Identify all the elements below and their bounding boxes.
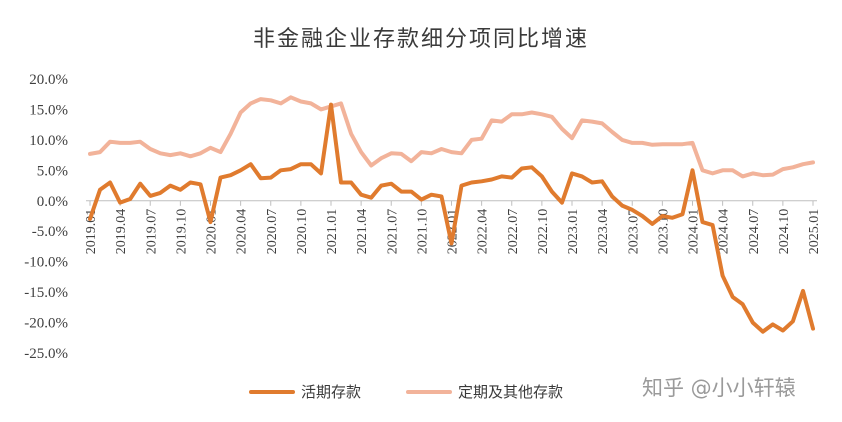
x-tick-label: 2024.01 [687,209,702,255]
legend: 活期存款 定期及其他存款 [249,383,563,401]
x-tick-label: 2019.07 [144,209,159,255]
x-tick-label: 2019.04 [114,209,129,255]
series-line-demand-deposits [88,102,815,334]
x-tick-label: 2021.01 [325,209,340,255]
watermark: 知乎 @小小轩辕 [642,376,796,400]
legend-label: 定期及其他存款 [458,383,563,401]
x-tick-label: 2019.10 [174,209,189,255]
x-tick-label: 2024.07 [747,209,762,255]
y-tick-label: 5.0% [37,163,68,179]
x-tick-label: 2024.04 [717,209,732,255]
y-tick-label: 20.0% [29,72,68,88]
x-tick-label: 2021.10 [415,209,430,255]
x-tick-label: 2022.07 [506,209,521,255]
x-tick-label: 2021.07 [385,209,400,255]
legend-label: 活期存款 [301,383,361,401]
x-tick-label: 2020.10 [295,209,310,255]
plot-area [88,95,815,334]
x-tick-label: 2025.01 [807,209,822,255]
y-tick-label: -20.0% [24,316,68,332]
x-tick-label: 2024.10 [777,209,792,255]
legend-item-time-and-other-deposits: 定期及其他存款 [406,383,563,401]
legend-item-demand-deposits: 活期存款 [249,383,361,401]
x-tick-label: 2023.07 [626,209,641,255]
y-tick-label: -25.0% [24,346,68,362]
x-tick-label: 2022.04 [476,209,491,255]
y-tick-label: -5.0% [32,224,68,240]
y-tick-label: -15.0% [24,285,68,301]
x-tick-label: 2019.01 [84,209,99,255]
x-tick-label: 2023.04 [596,209,611,255]
y-tick-label: 15.0% [29,102,68,118]
y-tick-label: 0.0% [37,194,68,210]
x-tick-label: 2020.07 [265,209,280,255]
x-tick-label: 2022.10 [536,209,551,255]
x-tick-label: 2020.04 [235,209,250,255]
chart-title: 非金融企业存款细分项同比增速 [253,27,589,52]
x-axis: 2019.01 2019.04 2019.07 2019.10 2020.01 2020.… [84,200,822,255]
x-tick-label: 2023.01 [566,209,581,255]
y-axis: 20.0% 15.0% 10.0% 5.0% 0.0% -5.0% -10.0% -15.0%… [24,72,68,362]
y-tick-label: -10.0% [24,255,68,271]
x-tick-label: 2021.04 [355,209,370,255]
series-line-time-and-other-deposits [88,95,815,179]
y-tick-label: 10.0% [29,133,68,149]
